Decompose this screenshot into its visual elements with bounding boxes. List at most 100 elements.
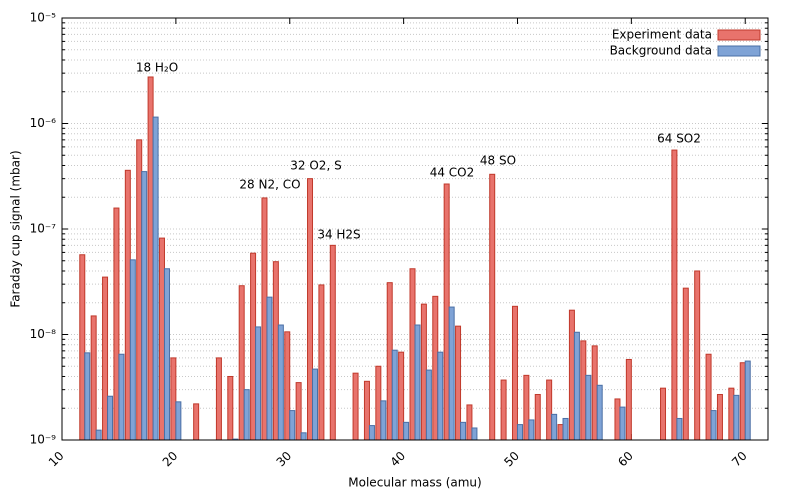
bar [591, 345, 598, 441]
bar [660, 387, 667, 441]
bar [614, 398, 621, 441]
legend-swatch [717, 29, 761, 41]
bar [102, 276, 109, 441]
x-tick-label: 40 [388, 449, 409, 470]
bar [380, 400, 387, 441]
bar [573, 331, 580, 441]
bar [363, 380, 370, 441]
bar [261, 197, 268, 441]
bar [546, 379, 553, 441]
bar [152, 116, 159, 441]
bar [129, 259, 136, 441]
bar [158, 237, 165, 441]
bar [596, 384, 603, 441]
bar [409, 268, 416, 441]
bar [625, 358, 632, 441]
y-tick-label: 10⁻⁸ [30, 327, 57, 341]
bar [163, 268, 170, 441]
bar [551, 413, 558, 441]
bar [744, 360, 751, 441]
bar [739, 362, 746, 441]
annotation: 18 H₂O [136, 61, 178, 75]
x-tick-label: 70 [729, 449, 750, 470]
bar [289, 410, 296, 441]
y-tick-label: 10⁻⁶ [30, 116, 57, 130]
bar [516, 424, 523, 441]
bar [312, 368, 319, 441]
plot-frame [61, 17, 769, 441]
bar [90, 315, 97, 441]
bar [250, 252, 257, 441]
bar [403, 421, 410, 441]
bar [534, 393, 541, 441]
bar [580, 340, 587, 441]
bar [295, 382, 302, 441]
legend-label: Experiment data [612, 28, 712, 42]
bar [84, 352, 91, 441]
bar [386, 282, 393, 441]
bar [682, 287, 689, 441]
bar [466, 404, 473, 441]
bar [368, 425, 375, 441]
annotation: 28 N2, CO [239, 178, 300, 192]
bar [375, 365, 382, 441]
bar [215, 357, 222, 441]
x-tick-label: 50 [501, 449, 522, 470]
bar [277, 324, 284, 441]
bar [307, 178, 314, 441]
annotation: 32 O2, S [290, 159, 341, 173]
bar [175, 401, 182, 441]
bar [511, 305, 518, 441]
bar [523, 374, 530, 441]
bar [460, 421, 467, 441]
bar [318, 284, 325, 441]
y-tick-label: 10⁻⁵ [30, 11, 57, 25]
bar [193, 403, 200, 441]
bar [398, 351, 405, 441]
bar [391, 349, 398, 441]
bar [568, 309, 575, 441]
bar [300, 432, 307, 441]
bar [272, 261, 279, 441]
bar [255, 326, 262, 441]
annotation: 64 SO2 [657, 132, 701, 146]
bar [329, 244, 336, 441]
bar [136, 139, 143, 441]
bar [437, 351, 444, 441]
bar [716, 393, 723, 441]
bar [266, 296, 273, 441]
y-tick-label: 10⁻⁷ [30, 222, 57, 236]
bar [448, 306, 455, 441]
bar [95, 429, 102, 441]
bar [227, 375, 234, 441]
bar [694, 270, 701, 441]
bar [585, 374, 592, 441]
bar [557, 424, 564, 441]
bar [420, 303, 427, 441]
bar [170, 357, 177, 441]
bar [238, 285, 245, 441]
bar [118, 353, 125, 441]
legend-swatch [717, 45, 761, 57]
bar [107, 395, 114, 441]
bar [432, 295, 439, 441]
bar [528, 419, 535, 441]
bar [147, 76, 154, 441]
x-axis-label: Molecular mass (amu) [348, 476, 481, 490]
bar [619, 406, 626, 441]
x-tick-label: 10 [46, 449, 67, 470]
x-tick-label: 20 [160, 449, 181, 470]
annotation: 48 SO [480, 154, 516, 168]
bar [414, 324, 421, 441]
annotation: 44 CO2 [430, 166, 475, 180]
bar [284, 331, 291, 441]
bar [141, 171, 148, 441]
bar [471, 427, 478, 441]
y-axis-label: Faraday cup signal (mbar) [9, 150, 23, 307]
bar [79, 254, 86, 441]
bar [124, 169, 131, 441]
y-tick-label: 10⁻⁹ [30, 433, 57, 447]
annotation: 34 H2S [317, 228, 360, 242]
bar [443, 183, 450, 441]
